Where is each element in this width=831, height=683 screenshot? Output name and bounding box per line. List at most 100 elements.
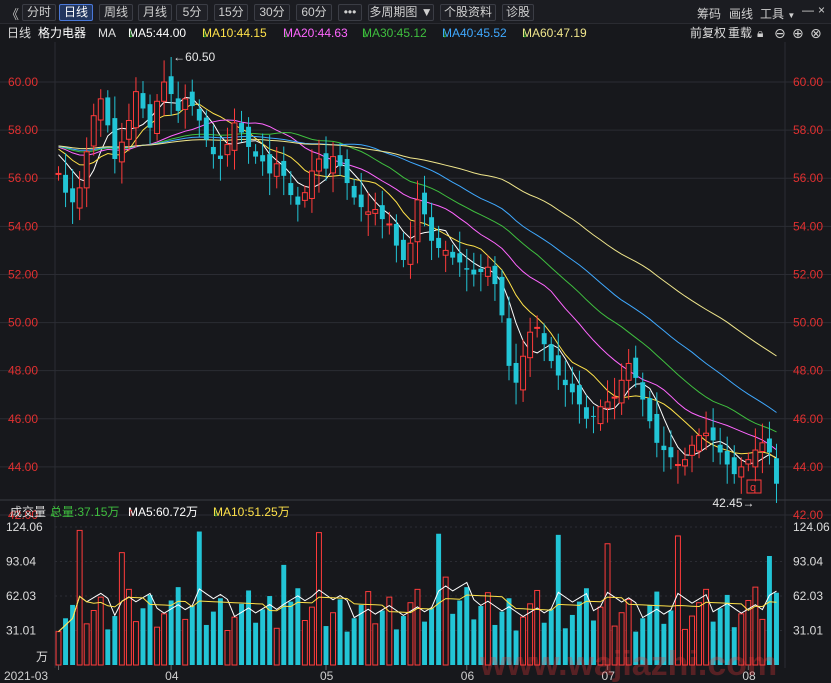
candle — [710, 408, 716, 463]
overlay-button[interactable]: 重载 — [728, 26, 753, 40]
lock-icon[interactable]: 🔒︎ — [757, 26, 764, 40]
candle — [478, 254, 484, 292]
candle-body-up — [55, 172, 62, 175]
candle — [267, 134, 273, 196]
tab-6[interactable]: 30分 — [254, 4, 290, 21]
candle-body-down — [175, 98, 181, 111]
volume-bars — [55, 529, 779, 666]
candle-body-down — [499, 276, 505, 316]
candle — [689, 435, 695, 473]
volume-bar-down — [351, 618, 357, 665]
volume-bar-down — [450, 613, 456, 665]
candle — [407, 221, 414, 279]
candle-body-up — [611, 396, 618, 399]
candle-body-down — [351, 185, 357, 198]
tab-0[interactable]: 分时 — [22, 4, 56, 21]
volume-bar-down — [400, 616, 406, 665]
candle-body-up — [118, 141, 125, 163]
volume-bar-down — [112, 616, 118, 665]
tab-5[interactable]: 15分 — [214, 4, 248, 21]
volume-bar-up — [55, 631, 62, 666]
volume-bar-down — [422, 621, 428, 665]
tab-10[interactable]: 个股资料 — [440, 4, 496, 21]
candle — [738, 457, 745, 494]
volume-bar-down — [217, 598, 223, 665]
price-tick-left: 46.00 — [8, 412, 38, 426]
candle — [766, 421, 772, 465]
chip-distribution-button[interactable]: 筹码 — [697, 7, 722, 21]
candle — [351, 178, 357, 205]
candle — [260, 133, 266, 176]
price-axis-left: 60.00 58.00 56.00 54.00 52.00 50.00 48.00 46.00… — [8, 75, 38, 522]
volume-bar-down — [239, 603, 244, 665]
high-price-label: ←60.50 — [173, 50, 215, 64]
volume-bar-up — [90, 609, 97, 666]
tools-menu-button[interactable]: 工具 ▼ — [760, 7, 796, 21]
volume-bar-down — [710, 621, 716, 665]
candle — [534, 315, 541, 338]
candle-body-down — [189, 91, 195, 107]
volume-bar-down — [499, 611, 505, 665]
candle-body-up — [682, 459, 688, 467]
candle — [520, 339, 527, 402]
volume-bar-up — [520, 616, 527, 666]
candle-body-down — [217, 155, 223, 159]
candle-body-down — [513, 362, 519, 383]
draw-line-button[interactable]: 画线 — [729, 7, 754, 21]
close-panel-icon[interactable]: ⊗ — [810, 25, 822, 41]
candle — [189, 79, 195, 116]
volume-bar-down — [295, 588, 301, 665]
volume-tick-left: 93.04 — [6, 555, 36, 569]
tab-4[interactable]: 5分 — [176, 4, 208, 21]
tab-11[interactable]: 诊股 — [502, 4, 534, 21]
candle-body-up — [534, 326, 541, 329]
candle — [161, 60, 168, 116]
arrow-down-icon: ↓ — [522, 26, 528, 40]
candle-body-down — [492, 265, 498, 285]
candle-body-up — [625, 362, 632, 381]
tab-9[interactable]: 多周期图 ▼ — [368, 4, 434, 21]
tab-3[interactable]: 月线 — [138, 4, 172, 21]
volume-bar-up — [682, 628, 688, 666]
candle — [562, 360, 568, 407]
close-icon[interactable]: × — [818, 3, 826, 17]
candle — [555, 333, 561, 390]
volume-bar-down — [576, 601, 582, 665]
volume-bar-down — [548, 609, 554, 665]
price-tick-left: 48.00 — [8, 364, 38, 378]
ma-line-MA30 — [58, 131, 777, 433]
candle — [682, 447, 688, 476]
zoom-in-icon[interactable]: ⊕ — [792, 25, 804, 41]
candle — [63, 153, 69, 208]
candle — [513, 343, 519, 405]
candle-body-up — [161, 81, 168, 102]
tab-7[interactable]: 60分 — [296, 4, 332, 21]
ma-label[interactable]: MA — [98, 26, 116, 40]
tab-1[interactable]: 日线 — [59, 4, 93, 21]
adjust-mode-button[interactable]: 前复权 — [690, 26, 727, 40]
tab-2[interactable]: 周线 — [99, 4, 133, 21]
candle — [323, 136, 329, 181]
candle-body-up — [759, 442, 766, 452]
price-tick-left: 44.00 — [8, 460, 38, 474]
back-icon[interactable]: 《 — [6, 7, 20, 22]
candle — [442, 240, 449, 273]
candle-body-down — [105, 97, 111, 126]
candle-body-up — [97, 98, 104, 121]
zoom-out-icon[interactable]: ⊖ — [774, 25, 786, 41]
candle — [774, 443, 779, 503]
volume-legend: 成交量 总量:37.15万 ↓ MA5:60.72万 ↑ MA10:51.25万 ↓ — [10, 505, 290, 519]
volume-bar-down — [253, 622, 259, 665]
volume-bar-down — [147, 594, 153, 665]
ma-line-MA10 — [58, 103, 777, 460]
volume-bar-down — [189, 606, 195, 665]
candle-body-down — [253, 151, 259, 157]
minimize-icon[interactable]: — — [802, 3, 814, 17]
candle-body-up — [689, 444, 695, 456]
candle — [724, 436, 730, 484]
candle-body-down — [422, 192, 428, 215]
volume-bar-down — [429, 608, 435, 665]
tab-8[interactable]: ••• — [338, 4, 362, 21]
volume-bar-up — [154, 626, 161, 666]
